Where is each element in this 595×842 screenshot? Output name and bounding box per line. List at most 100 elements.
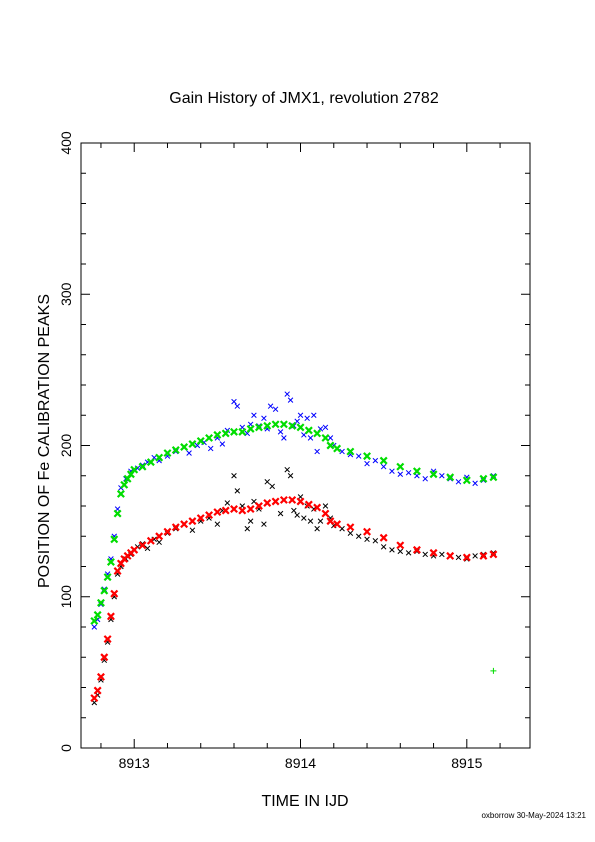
- data-point: [272, 406, 279, 412]
- data-point: [422, 476, 428, 482]
- data-point: [261, 521, 267, 527]
- data-point: [144, 545, 151, 552]
- data-point: [364, 460, 370, 467]
- data-point: [263, 498, 272, 507]
- data-point: [234, 488, 241, 494]
- data-point: [188, 440, 197, 448]
- y-tick-label: 0: [58, 744, 74, 752]
- y-axis-label: POSITION OF Fe CALIBRATION PEAKS: [36, 294, 53, 588]
- data-point: [163, 449, 172, 458]
- data-point: [93, 610, 102, 619]
- x-tick-label: 8914: [285, 755, 316, 771]
- data-point: [479, 551, 488, 560]
- y-axis-ticks: [81, 142, 530, 749]
- data-point: [130, 465, 139, 474]
- data-point: [267, 403, 274, 409]
- data-point: [355, 533, 362, 540]
- data-point: [110, 589, 119, 598]
- data-point: [326, 517, 335, 526]
- data-point: [246, 505, 255, 514]
- x-tick-label: 8913: [119, 755, 150, 771]
- data-point: [462, 553, 471, 562]
- data-point: [326, 441, 335, 450]
- data-point: [277, 510, 284, 517]
- data-point: [333, 520, 342, 529]
- data-point: [405, 550, 412, 556]
- data-point: [287, 397, 294, 403]
- data-point: [455, 554, 462, 561]
- data-point: [189, 527, 196, 533]
- x-axis-label: TIME IN IJD: [261, 793, 348, 810]
- data-point: [372, 457, 379, 464]
- data-point: [180, 443, 189, 451]
- data-point: [205, 511, 214, 520]
- data-point: [307, 435, 314, 441]
- data-point: [304, 426, 313, 435]
- data-point: [311, 412, 317, 419]
- data-point: [288, 421, 297, 430]
- data-point: [113, 509, 122, 518]
- data-point: [301, 515, 307, 521]
- data-point: [397, 471, 404, 477]
- data-point: [90, 694, 99, 703]
- data-point: [163, 527, 172, 536]
- data-point: [412, 545, 421, 554]
- data-point: [429, 548, 438, 557]
- data-point: [333, 444, 342, 453]
- data-point: [294, 512, 300, 518]
- y-tick-label: 200: [58, 434, 74, 458]
- data-point: [244, 525, 251, 532]
- data-point: [355, 453, 362, 459]
- data-point: [251, 412, 257, 419]
- data-point: [363, 452, 372, 461]
- data-point: [288, 495, 297, 504]
- data-point: [279, 420, 288, 429]
- data-point: [397, 548, 404, 555]
- data-point: [296, 423, 305, 432]
- data-point: [284, 391, 290, 397]
- data-point: [322, 424, 329, 431]
- data-point: [261, 415, 267, 422]
- data-point: [213, 430, 222, 439]
- data-point: [429, 470, 438, 479]
- data-point: [103, 573, 112, 582]
- data-point: [238, 506, 247, 515]
- data-point: [422, 551, 428, 558]
- data-point: [313, 429, 322, 438]
- data-point: [171, 523, 180, 532]
- data-point: [271, 497, 280, 506]
- data-point: [327, 435, 334, 441]
- data-point: [96, 672, 105, 681]
- y-tick-label: 300: [58, 282, 74, 306]
- data-point: [380, 463, 387, 470]
- data-point: [207, 445, 214, 452]
- x-axis-ticks: [100, 143, 501, 748]
- data-point: [196, 514, 205, 523]
- data-point: [247, 518, 254, 524]
- data-point: [186, 450, 192, 456]
- data-point: [180, 520, 189, 529]
- data-point: [221, 506, 230, 515]
- data-point: [462, 476, 471, 485]
- y-tick-label: 100: [58, 585, 74, 609]
- data-point: [234, 403, 241, 409]
- data-point: [372, 538, 379, 544]
- data-point: [214, 521, 221, 527]
- data-point: [221, 429, 230, 438]
- data-point: [271, 420, 280, 429]
- data-point: [96, 598, 105, 607]
- data-point: [307, 518, 314, 524]
- data-point: [446, 551, 455, 560]
- data-point: [479, 474, 488, 483]
- data-point: [284, 466, 290, 473]
- data-point: [263, 421, 272, 430]
- data-point: [224, 500, 231, 506]
- data-point: [314, 448, 320, 455]
- data-point: [130, 545, 139, 554]
- data-point: [281, 435, 287, 441]
- data-point: [439, 472, 445, 479]
- data-point: [103, 635, 112, 644]
- series-3: [90, 495, 498, 703]
- series-layer: [90, 391, 498, 706]
- data-point: [346, 447, 355, 456]
